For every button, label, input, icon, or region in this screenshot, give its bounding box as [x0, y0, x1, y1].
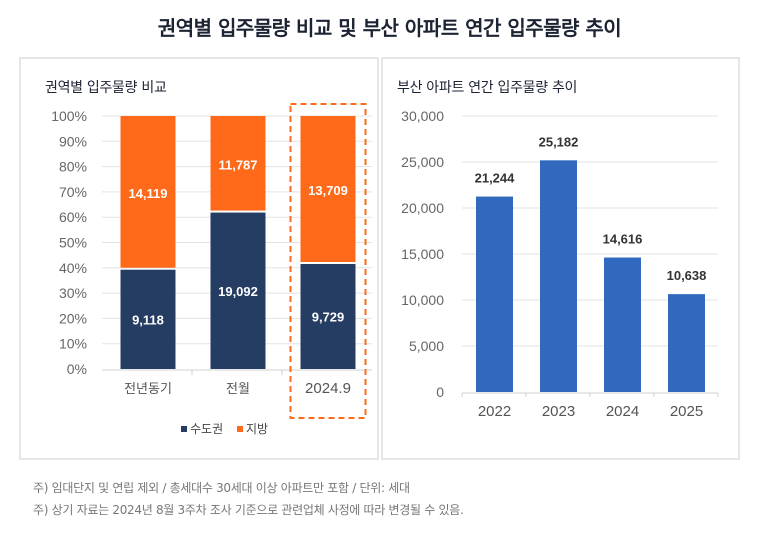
y-tick-label: 70%	[59, 184, 87, 200]
bar-segment-local	[300, 116, 356, 262]
bar-segment-capital	[300, 263, 356, 369]
footnotes: 주) 임대단지 및 연립 제외 / 총세대수 30세대 이상 아파트만 포함 /…	[33, 477, 464, 521]
y-tick-label: 80%	[59, 159, 87, 175]
bar-segment-capital	[120, 269, 176, 369]
bar-segment-local	[210, 116, 266, 211]
bar-segment-local	[120, 116, 176, 268]
x-category-label: 2024.9	[305, 380, 351, 397]
data-label: 10,638	[667, 268, 707, 283]
y-tick-label: 50%	[59, 235, 87, 251]
y-tick-label: 30%	[59, 285, 87, 301]
footnote-1: 주) 임대단지 및 연립 제외 / 총세대수 30세대 이상 아파트만 포함 /…	[33, 481, 410, 495]
y-tick-label: 30,000	[401, 108, 444, 124]
data-label: 14,616	[603, 232, 643, 247]
y-tick-label: 0%	[67, 361, 87, 377]
y-tick-label: 10,000	[401, 292, 444, 308]
x-category-label: 전년동기	[124, 382, 172, 397]
legend-swatch-local	[237, 426, 243, 432]
bar	[540, 160, 577, 392]
segment-label-capital: 19,092	[218, 284, 258, 299]
y-tick-label: 100%	[51, 108, 87, 124]
segment-label-capital: 9,118	[132, 312, 164, 327]
y-tick-label: 5,000	[409, 338, 444, 354]
x-category-label: 2023	[542, 403, 575, 420]
data-label: 21,244	[475, 171, 516, 186]
legend-label-capital: 수도권	[190, 422, 223, 436]
y-tick-label: 20%	[59, 310, 87, 326]
bar-segment-capital	[210, 212, 266, 369]
data-label: 25,182	[539, 134, 579, 149]
busan-chart-title: 부산 아파트 연간 입주물량 추이	[397, 80, 578, 96]
segment-label-local: 14,119	[128, 186, 167, 201]
highlight-box	[289, 103, 367, 419]
y-tick-label: 25,000	[401, 154, 444, 170]
segment-label-local: 13,709	[308, 183, 348, 198]
legend-label-local: 지방	[246, 422, 268, 436]
y-tick-label: 10%	[59, 336, 87, 352]
bar	[604, 257, 641, 392]
bar	[668, 294, 705, 392]
y-tick-label: 90%	[59, 133, 87, 149]
legend-swatch-capital	[181, 426, 187, 432]
x-category-label: 2025	[670, 403, 703, 420]
bar	[476, 196, 513, 392]
y-tick-label: 20,000	[401, 200, 444, 216]
main-title: 권역별 입주물량 비교 및 부산 아파트 연간 입주물량 추이	[157, 16, 622, 40]
segment-label-local: 11,787	[218, 157, 257, 172]
y-tick-label: 40%	[59, 260, 87, 276]
segment-label-capital: 9,729	[312, 309, 345, 324]
x-category-label: 2022	[478, 403, 511, 420]
footnote-2: 주) 상기 자료는 2024년 8월 3주차 조사 기준으로 관련업체 사정에 …	[33, 503, 464, 517]
y-tick-label: 15,000	[401, 246, 444, 262]
x-category-label: 전월	[226, 382, 250, 397]
x-category-label: 2024	[606, 403, 639, 420]
regional-chart-title: 권역별 입주물량 비교	[45, 80, 167, 96]
y-tick-label: 0	[436, 384, 444, 400]
y-tick-label: 60%	[59, 209, 87, 225]
